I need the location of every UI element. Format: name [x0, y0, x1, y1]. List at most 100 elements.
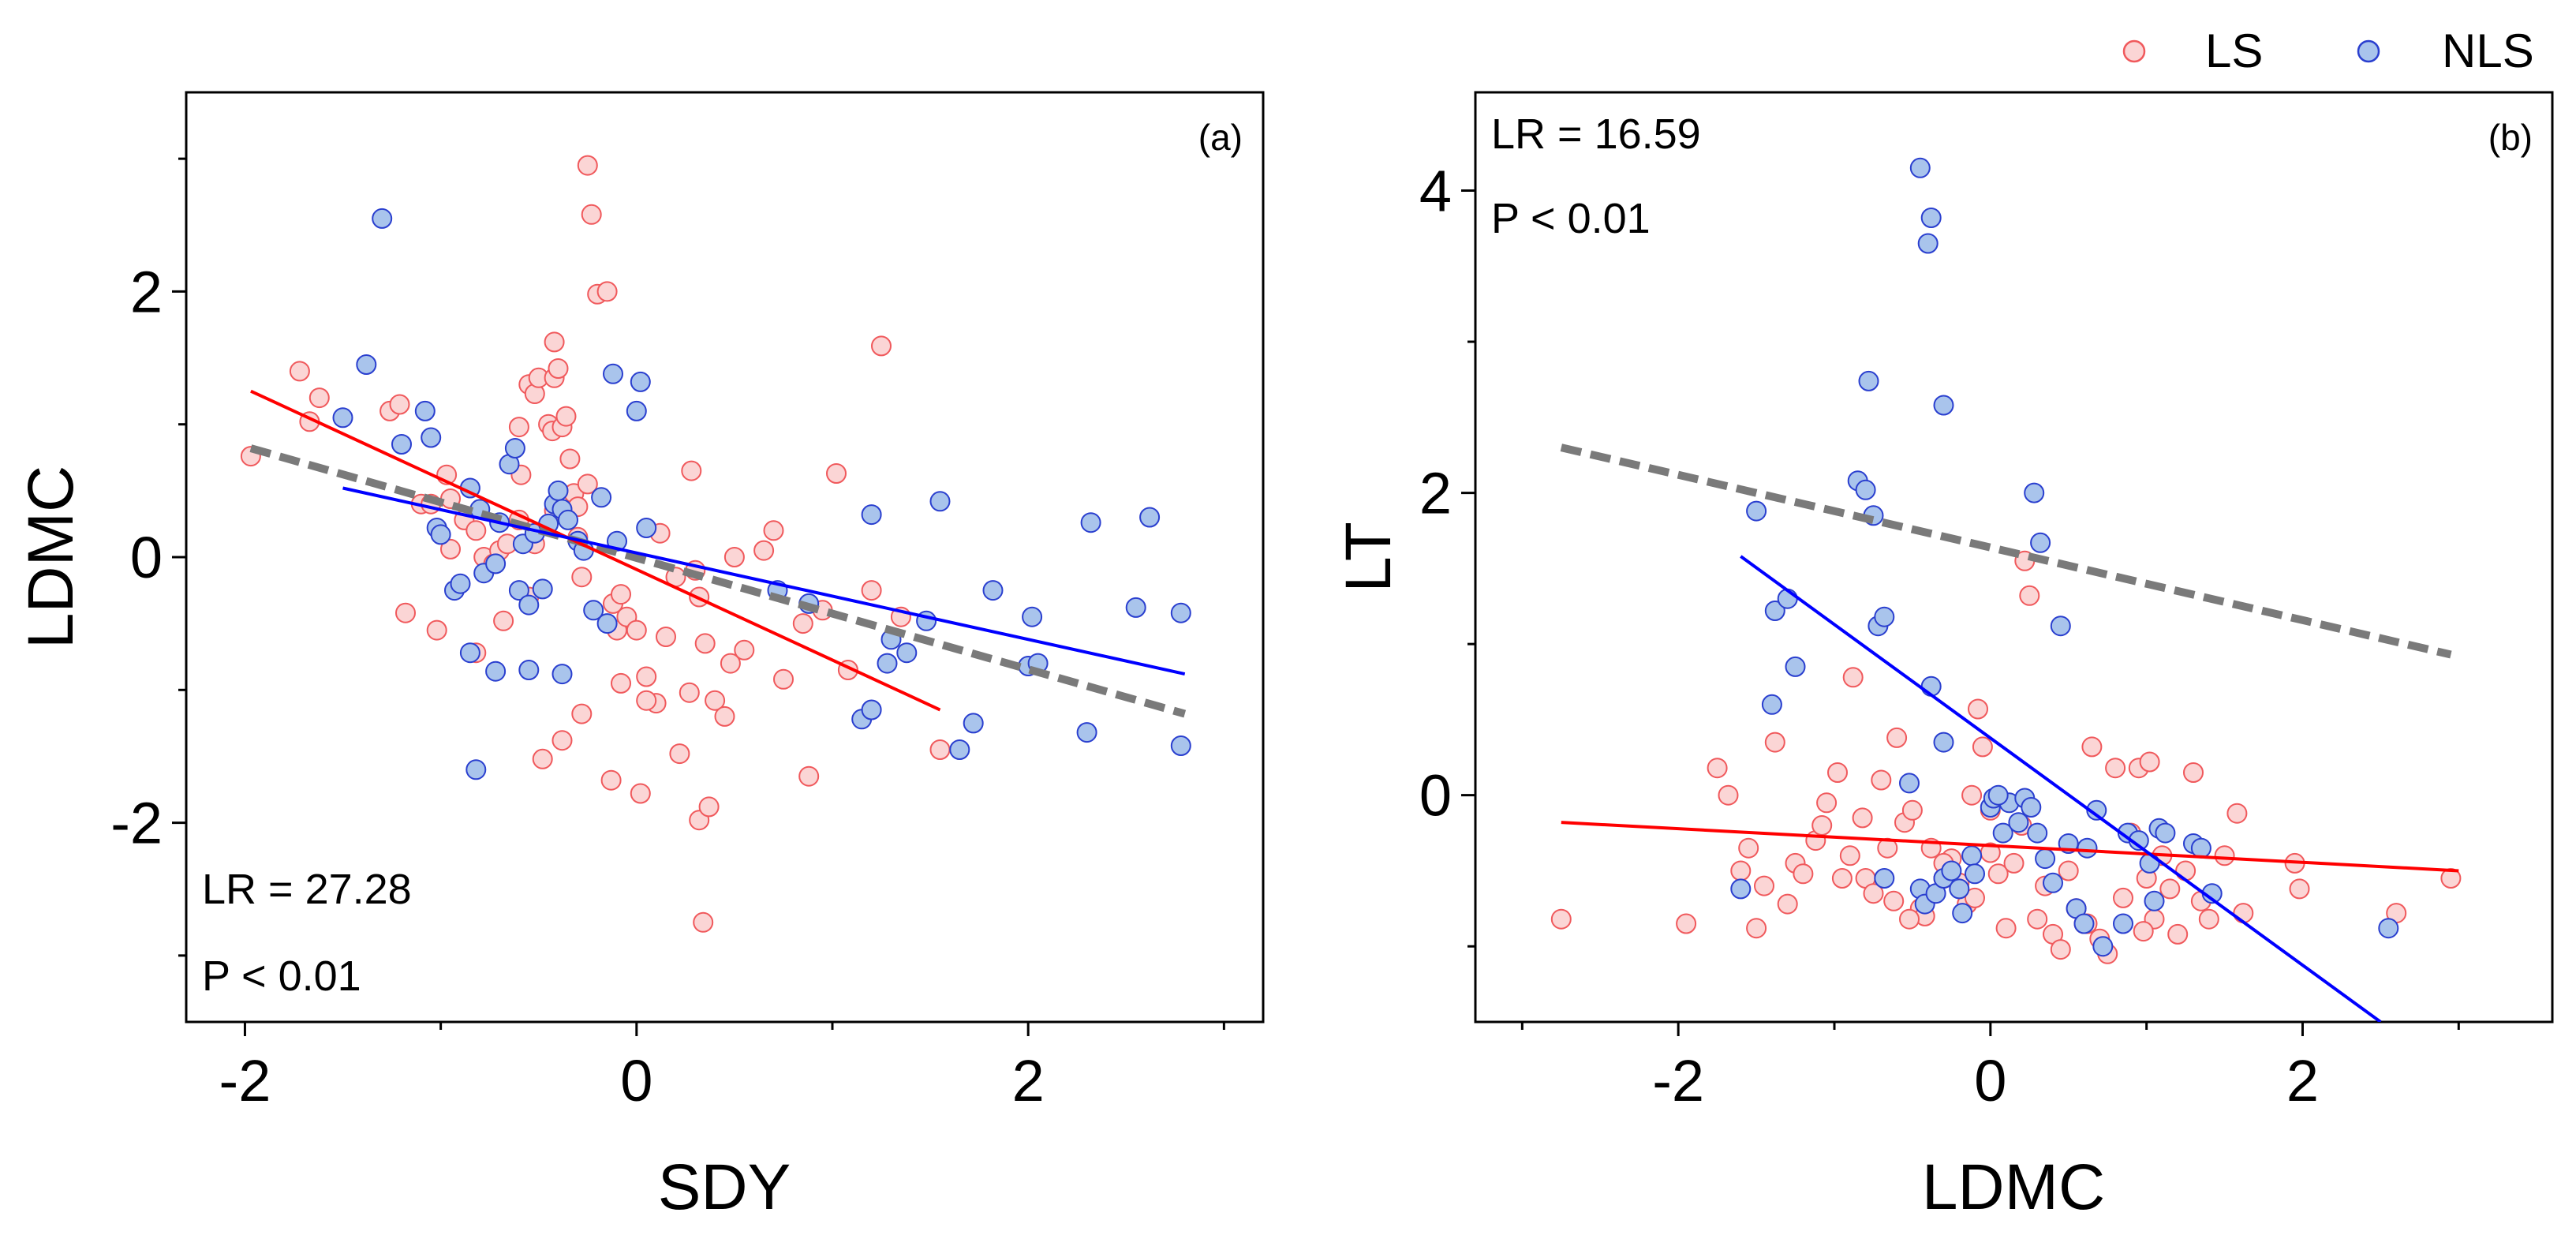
point-ls [1707, 758, 1728, 779]
point-ls [581, 204, 602, 225]
point-nls [2035, 848, 2056, 870]
point-nls [1858, 370, 1879, 391]
point-nls [1965, 863, 1985, 885]
point-ls [792, 613, 813, 634]
point-nls [1855, 479, 1876, 500]
point-nls [636, 518, 657, 538]
point-ls [1886, 727, 1908, 748]
point-ls [2050, 939, 2071, 960]
x-tick-label: -2 [219, 1048, 271, 1113]
point-ls [440, 538, 461, 559]
point-nls [929, 491, 951, 512]
point-ls [1754, 875, 1774, 896]
x-tick-label: 2 [2286, 1048, 2319, 1113]
point-ls [508, 417, 529, 438]
point-ls [1811, 815, 1833, 836]
point-nls [1952, 903, 1973, 924]
point-ls [389, 394, 410, 415]
fit-line-overall [1560, 443, 2452, 659]
panel-b-lr-stat: LR = 16.59 [1491, 110, 1701, 158]
point-nls [963, 713, 984, 734]
point-ls [630, 783, 651, 804]
fit-line-nls [342, 486, 1186, 676]
panel-a-p-stat: P < 0.01 [202, 952, 361, 1000]
x-tick-label: 2 [1012, 1048, 1045, 1113]
point-ls [636, 690, 657, 711]
point-nls [1933, 395, 1954, 416]
point-nls [1920, 208, 1942, 228]
point-ls [532, 748, 553, 769]
point-nls [421, 427, 442, 448]
point-ls [798, 765, 820, 787]
point-ls [1550, 908, 1572, 930]
x-tick-label: 0 [1974, 1048, 2006, 1113]
point-nls [485, 553, 507, 574]
point-nls [861, 699, 882, 720]
point-ls [1816, 792, 1838, 814]
point-nls [532, 578, 553, 600]
panel-b-points [1550, 157, 2462, 964]
point-ls [720, 653, 741, 674]
legend: LS NLS [2122, 24, 2534, 77]
point-ls [1827, 762, 1848, 783]
point-nls [1080, 512, 1101, 533]
point-nls [2008, 812, 2029, 833]
point-ls [544, 331, 565, 353]
point-nls [1917, 233, 1939, 254]
point-nls [1746, 500, 1767, 522]
point-ls [826, 463, 847, 484]
point-nls [2139, 852, 2160, 874]
point-ls [551, 730, 573, 751]
point-ls [1831, 868, 1853, 889]
fit-line-ls [250, 389, 941, 712]
point-ls [611, 584, 631, 605]
point-ls [2139, 751, 2160, 773]
point-ls [1738, 837, 1759, 859]
point-ls [1852, 807, 1873, 829]
point-nls [548, 480, 569, 501]
point-nls [2378, 918, 2399, 939]
legend-label-nls: NLS [2442, 24, 2534, 77]
point-nls [2144, 890, 2165, 911]
point-ls [1718, 784, 1739, 806]
point-ls [734, 639, 755, 661]
point-nls [596, 613, 618, 634]
point-ls [626, 619, 647, 641]
point-ls [1901, 799, 1923, 821]
point-ls [2226, 803, 2248, 824]
point-ls [1842, 667, 1864, 688]
point-nls [518, 594, 540, 616]
point-ls [1883, 890, 1905, 911]
point-ls [2081, 736, 2103, 758]
point-ls [1987, 863, 2009, 885]
panel-b-plot-area [1474, 91, 2554, 1024]
point-ls [1961, 784, 1983, 806]
point-nls [1170, 602, 1191, 623]
point-nls [504, 438, 525, 458]
point-ls [1965, 887, 1985, 908]
point-ls [596, 281, 618, 302]
point-ls [2133, 921, 2154, 942]
point-ls [1746, 918, 1767, 939]
point-nls [551, 664, 573, 685]
point-ls [2289, 878, 2310, 900]
point-ls [308, 387, 330, 409]
point-nls [1961, 845, 1983, 866]
y-tick-label: 4 [1419, 159, 1452, 224]
panel-a-xlabel: SDY [658, 1151, 791, 1223]
point-nls [459, 642, 480, 664]
point-nls [391, 434, 412, 455]
point-ls [1793, 863, 1814, 885]
y-tick-label: 0 [1419, 763, 1452, 829]
point-nls [430, 524, 451, 545]
point-nls [1933, 732, 1954, 753]
point-nls [861, 504, 882, 526]
point-nls [518, 660, 540, 680]
panel-b: -2 0 2 0 2 4 (b) LR = 16.59 P < 0.01 LDMC LT [1333, 91, 2554, 1223]
point-nls [332, 407, 353, 429]
point-ls [2198, 908, 2219, 930]
point-nls [1785, 656, 1806, 677]
point-nls [1909, 157, 1931, 178]
point-ls [2233, 903, 2254, 924]
